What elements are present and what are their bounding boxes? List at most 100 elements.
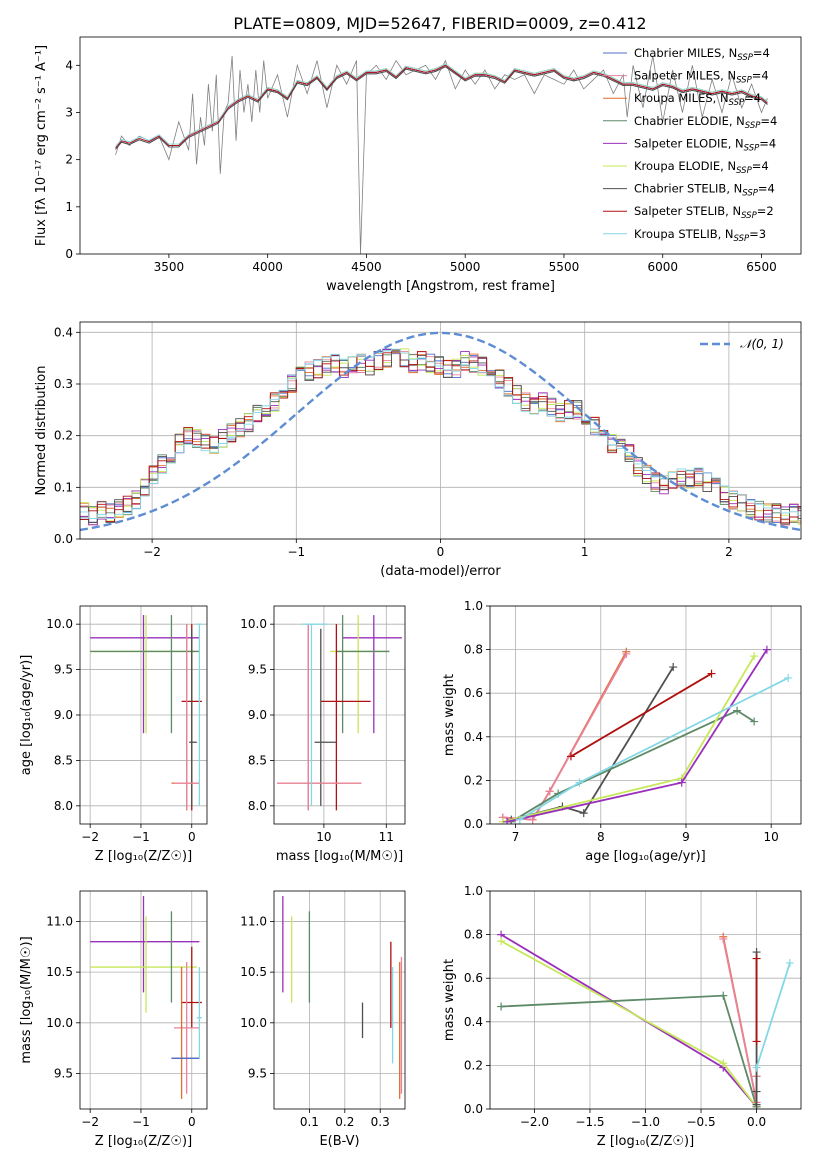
weight-marker-kroupa_elodie: [497, 937, 506, 946]
y-tick-label: 0.4: [464, 730, 483, 744]
axes-frame: [489, 890, 802, 1110]
axes-frame: [79, 890, 208, 1110]
legend-label: 𝒩(0, 1): [740, 337, 784, 351]
y-tick-label: 0.4: [54, 325, 73, 339]
x-tick-label: 4000: [252, 260, 283, 274]
weight-marker-chabrier_elodie: [750, 717, 759, 726]
legend-label: Chabrier STELIB, NSSP=4: [634, 182, 775, 199]
weight-marker-chabrier_stelib: [752, 1087, 761, 1096]
weight-marker-salpeter_stelib: [707, 669, 716, 678]
legend-label: Kroupa ELODIE, NSSP=4: [634, 159, 769, 176]
histogram-kroupa_elodie: [80, 348, 801, 525]
legend-label: Salpeter MILES, NSSP=4: [634, 69, 769, 86]
axes-frame: [273, 890, 406, 1110]
y-tick-label: 8.0: [248, 799, 267, 813]
figure-title: PLATE=0809, MJD=52647, FIBERID=0009, z=0…: [233, 14, 646, 33]
y-tick-label: 4: [65, 58, 73, 72]
x-tick-label: 9: [682, 830, 690, 844]
y-tick-label: 10.0: [46, 617, 73, 631]
y-axis-label: Normed distribution: [34, 366, 49, 496]
plot-area: [282, 896, 403, 1099]
y-axis-label: mass weight: [442, 959, 457, 1041]
plot-area: [80, 331, 801, 532]
y-tick-label: 0: [65, 247, 73, 261]
y-tick-label: 0.0: [54, 532, 73, 546]
y-tick-label: 11.0: [240, 914, 267, 928]
y-tick-label: 1.0: [464, 884, 483, 898]
weight-marker-salpeter_elodie: [503, 817, 512, 824]
y-axis-label: mass [log₁₀(M/M☉)]: [19, 936, 34, 1063]
histogram-chabrier_miles: [80, 348, 801, 523]
weight-marker-chabrier_elodie: [719, 991, 728, 1000]
weight-marker-kroupa_elodie: [750, 652, 759, 661]
y-tick-label: 2: [65, 153, 73, 167]
weight-marker-salpeter_stelib: [752, 1037, 761, 1046]
weight-marker-salpeter_miles: [622, 649, 631, 658]
x-tick-label: 0.0: [747, 1115, 766, 1129]
weight-line-salpeter_elodie: [500, 933, 758, 1108]
y-tick-label: 10.5: [240, 965, 267, 979]
y-axis-label: mass weight: [442, 674, 457, 756]
x-tick-label: 1: [581, 545, 589, 559]
x-tick-label: 0: [188, 1115, 196, 1129]
legend-label: Salpeter ELODIE, NSSP=4: [634, 136, 776, 153]
axes-frame: [79, 36, 802, 255]
panel-mass_vs_Z: −2 −1 0 9.5 10.0 10.5 11.0 Z [log₁₀(Z/Z☉)] mass …: [19, 890, 208, 1149]
weight-marker-kroupa_stelib: [515, 815, 524, 824]
y-tick-label: 0.2: [464, 773, 483, 787]
y-tick-label: 9.5: [54, 1067, 73, 1081]
panel-residual_distribution: −2 −1 0 1 2 0.0 0.1 0.2 0.3 0.4 (data-model)/error…: [34, 321, 802, 579]
x-axis-label: Z [log₁₀(Z/Z☉)]: [95, 849, 192, 864]
x-tick-label: 2: [725, 545, 733, 559]
plot-area: [115, 55, 768, 254]
x-axis-label: (data-model)/error: [380, 564, 501, 579]
y-tick-label: 3: [65, 105, 73, 119]
weight-marker-chabrier_elodie: [733, 706, 742, 715]
weight-marker-salpeter_stelib: [566, 752, 575, 761]
x-axis-label: wavelength [Angstrom, rest frame]: [326, 279, 555, 294]
x-tick-label: −2: [81, 1115, 99, 1129]
panel-age_vs_Z: −2 −1 0 8.0 8.5 9.0 9.5 10.0 Z [log₁₀(Z/Z☉)] age …: [19, 605, 208, 864]
weight-line-chabrier_elodie: [510, 709, 755, 823]
y-tick-label: 0.1: [54, 480, 73, 494]
histogram-salpeter_elodie: [80, 349, 801, 526]
x-axis-label: Z [log₁₀(Z/Z☉)]: [95, 1134, 192, 1149]
axes-frame: [79, 605, 208, 825]
axes-frame: [489, 605, 802, 825]
y-tick-label: 0.0: [464, 817, 483, 831]
legend-label: Kroupa STELIB, NSSP=3: [634, 227, 766, 244]
axes-frame: [79, 321, 802, 540]
legend-label: Salpeter STELIB, NSSP=2: [634, 204, 774, 221]
y-tick-label: 9.0: [248, 708, 267, 722]
model-line-kroupa_stelib: [115, 63, 768, 147]
weight-marker-kroupa_stelib: [785, 958, 794, 967]
x-tick-label: −1: [132, 830, 150, 844]
panel-mass_vs_ebv: 0.1 0.2 0.3 9.5 10.0 10.5 11.0 E(B-V): [240, 890, 406, 1149]
panel-weight_vs_Z: −2.0 −1.5 −1.0 −0.5 0.0 0.0 0.2 0.4 0.6 0.8 1.0 Z […: [442, 884, 802, 1149]
y-tick-label: 10.5: [46, 965, 73, 979]
histogram-kroupa_stelib: [80, 348, 801, 519]
x-tick-label: 7: [512, 830, 520, 844]
histogram-salpeter_stelib: [80, 349, 801, 524]
y-tick-label: 9.5: [54, 663, 73, 677]
weight-marker-salpeter_miles: [719, 934, 728, 943]
y-tick-label: 0.3: [54, 377, 73, 391]
weight-marker-salpeter_miles: [545, 787, 554, 796]
x-tick-label: 0: [188, 830, 196, 844]
x-axis-label: age [log₁₀(age/yr)]: [585, 849, 706, 864]
weight-marker-salpeter_elodie: [677, 778, 686, 787]
y-tick-label: 9.0: [54, 708, 73, 722]
legend-label: Chabrier MILES, NSSP=4: [634, 46, 770, 63]
x-tick-label: 0: [437, 545, 445, 559]
weight-marker-salpeter_stelib: [752, 954, 761, 963]
y-tick-label: 0.2: [464, 1058, 483, 1072]
weight-line-salpeter_miles: [722, 938, 758, 1103]
x-tick-label: −2: [81, 830, 99, 844]
x-tick-label: −1.0: [631, 1115, 660, 1129]
y-tick-label: 10.0: [46, 1016, 73, 1030]
weight-marker-chabrier_elodie: [497, 1002, 506, 1011]
x-tick-label: 6000: [647, 260, 678, 274]
plot-area: [277, 615, 402, 811]
x-tick-label: 5500: [549, 260, 580, 274]
